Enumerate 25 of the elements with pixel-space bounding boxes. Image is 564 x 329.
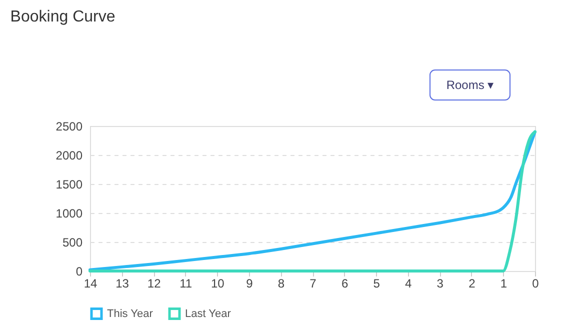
x-tick-label: 2 bbox=[468, 276, 476, 290]
legend-label: Last Year bbox=[185, 308, 232, 320]
x-tick-label: 8 bbox=[278, 276, 285, 290]
x-tick-label: 12 bbox=[147, 276, 162, 290]
x-tick-label: 5 bbox=[373, 276, 380, 290]
y-tick-label: 0 bbox=[76, 264, 83, 278]
x-tick-label: 4 bbox=[405, 276, 412, 290]
x-tick-label: 10 bbox=[210, 276, 225, 290]
x-tick-label: 7 bbox=[310, 276, 317, 290]
x-tick-label: 14 bbox=[84, 276, 98, 290]
x-tick-label: 1 bbox=[500, 276, 508, 290]
x-tick-label: 3 bbox=[436, 276, 444, 290]
text: Rooms ▾ bbox=[446, 78, 494, 92]
x-tick-label: 13 bbox=[116, 276, 130, 290]
x-tick-label: 11 bbox=[180, 276, 192, 290]
x-tick-label: 0 bbox=[532, 276, 540, 290]
x-tick-label: 9 bbox=[246, 276, 254, 290]
y-tick-label: 2500 bbox=[56, 120, 83, 134]
legend-label: This Year bbox=[107, 308, 154, 320]
y-tick-label: 1500 bbox=[56, 178, 83, 192]
y-tick-label: 1000 bbox=[56, 206, 83, 220]
y-tick-label: 500 bbox=[62, 236, 83, 250]
chart-title: Booking Curve bbox=[10, 8, 116, 26]
x-tick-label: 6 bbox=[341, 276, 348, 290]
y-tick-label: 2000 bbox=[56, 148, 83, 162]
